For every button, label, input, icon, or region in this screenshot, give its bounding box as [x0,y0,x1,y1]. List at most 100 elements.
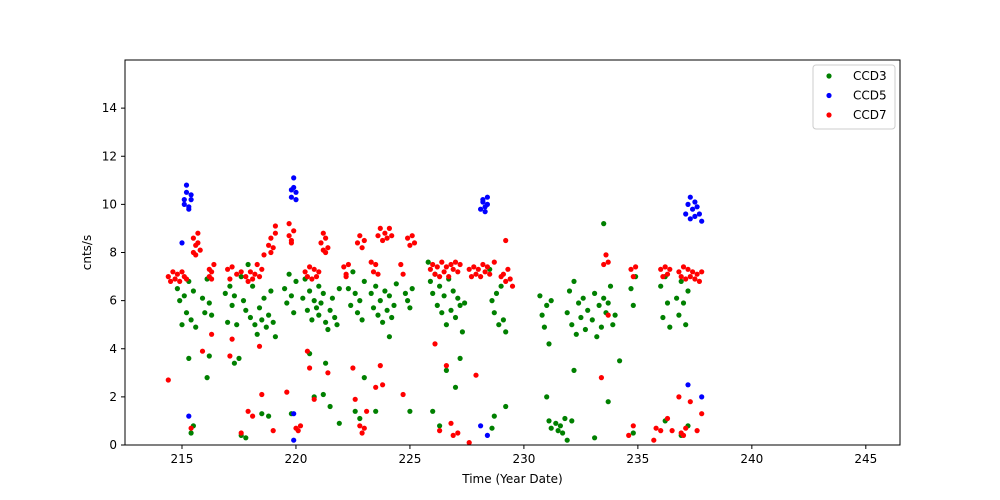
data-point [286,233,292,239]
data-point [336,286,342,292]
legend-marker [826,112,832,118]
data-point [332,314,338,321]
data-point [498,283,504,289]
data-point [582,326,589,333]
data-point [368,259,374,265]
data-point [664,415,671,422]
y-tick-label: 14 [102,101,117,115]
data-point [323,360,329,366]
legend-marker [826,92,832,99]
data-point [188,317,194,323]
data-point [457,302,463,308]
data-point [664,271,671,277]
data-point [398,261,404,268]
data-point [252,271,258,277]
data-point [455,430,461,436]
data-point [605,259,611,265]
data-point [373,408,379,414]
data-point [291,310,297,316]
data-point [199,348,206,354]
data-point [402,290,408,296]
data-point [359,245,365,251]
legend-label: CCD7 [853,108,887,122]
data-point [177,278,183,284]
data-point [243,435,249,441]
data-point [578,314,584,321]
data-point [225,266,231,272]
data-point [699,411,705,417]
data-point [183,182,190,188]
data-point [254,261,260,268]
data-point [450,288,456,294]
data-point [434,302,440,308]
data-point [493,290,500,296]
data-point [318,240,324,246]
data-point [687,216,693,222]
data-point [165,274,171,280]
data-point [468,274,475,280]
data-point [304,307,310,313]
data-point [311,266,317,272]
data-point [601,261,607,268]
data-point [370,305,377,311]
data-point [683,322,689,328]
data-point [687,274,693,280]
data-point [179,322,185,328]
y-axis-label: cnts/s [80,235,94,270]
data-point [628,266,634,272]
data-point [425,259,431,265]
data-point [293,189,299,195]
data-point [227,353,233,359]
data-point [327,403,333,410]
data-point [699,218,705,224]
data-point [685,266,691,272]
data-point [311,396,317,402]
data-point [430,261,436,268]
y-tick-label: 6 [109,294,117,308]
data-point [448,420,454,426]
data-point [325,245,331,251]
data-point [170,269,176,275]
data-point [261,295,267,301]
data-point [690,206,696,212]
data-point [605,312,611,318]
data-point [211,261,217,268]
data-point [250,413,256,419]
data-point [503,237,509,244]
data-point [630,430,636,436]
data-point [660,274,666,280]
data-point [380,237,386,244]
data-point [320,230,326,236]
data-point [183,189,190,195]
data-point [204,375,210,381]
data-point [676,312,682,318]
data-point [183,276,190,282]
data-point [288,237,294,244]
data-point [348,302,354,308]
data-point [282,286,288,292]
data-point [694,271,700,277]
data-point [323,319,329,325]
y-axis: 0 2 4 6 8 10 12 14 [102,101,125,452]
data-point [364,408,370,414]
data-point [475,266,481,272]
data-point [186,204,192,210]
data-point [389,233,395,239]
data-point [375,271,381,277]
data-point [345,261,351,268]
x-tick-label: 220 [285,452,308,466]
data-point [188,430,194,436]
data-point [610,322,616,328]
data-point [546,418,552,424]
data-point [683,425,689,431]
data-point [300,295,306,301]
data-point [320,290,326,296]
data-point [430,290,436,296]
data-point [503,278,509,284]
data-point [382,288,388,294]
data-point [199,295,206,301]
data-point [580,295,586,301]
data-point [243,274,249,280]
data-point [375,233,381,239]
data-point [478,206,484,212]
